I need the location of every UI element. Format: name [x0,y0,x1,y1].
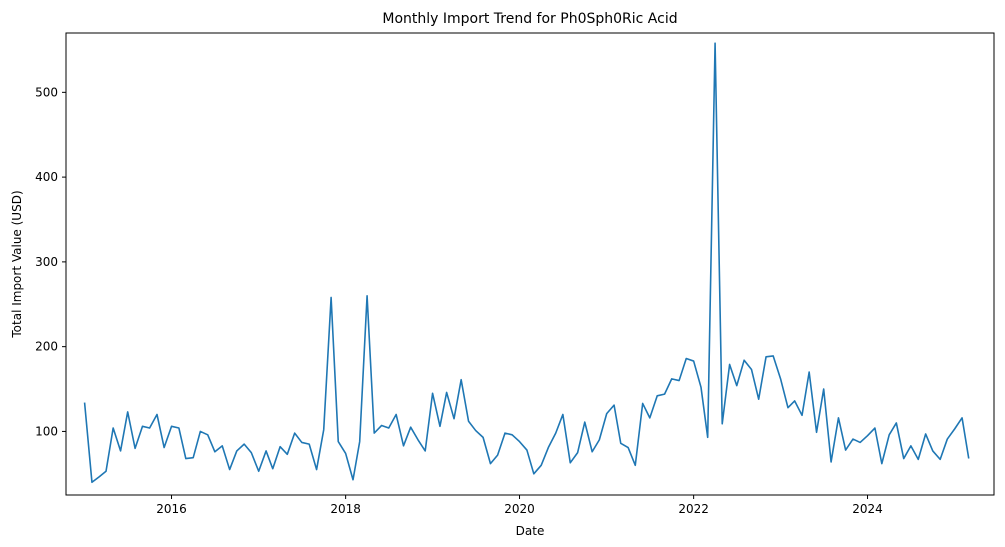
y-axis-label: Total Import Value (USD) [10,190,24,338]
y-tick-label: 300 [35,255,58,269]
y-tick-label: 100 [35,424,58,438]
series-line [83,42,970,484]
x-axis-label: Date [516,524,545,538]
x-tick-label: 2020 [504,502,535,516]
x-tick-label: 2016 [156,502,187,516]
chart-title: Monthly Import Trend for Ph0Sph0Ric Acid [382,11,677,27]
x-axis: 2016 2018 2020 2022 2024 [156,495,883,516]
y-tick-label: 400 [35,170,58,184]
axes-frame [65,32,995,496]
plot-area [83,42,970,484]
y-axis: 100 200 300 400 500 [35,85,66,438]
x-tick-label: 2024 [852,502,883,516]
y-tick-label: 500 [35,85,58,99]
y-tick-label: 200 [35,340,58,354]
x-tick-label: 2022 [678,502,709,516]
x-tick-label: 2018 [330,502,361,516]
